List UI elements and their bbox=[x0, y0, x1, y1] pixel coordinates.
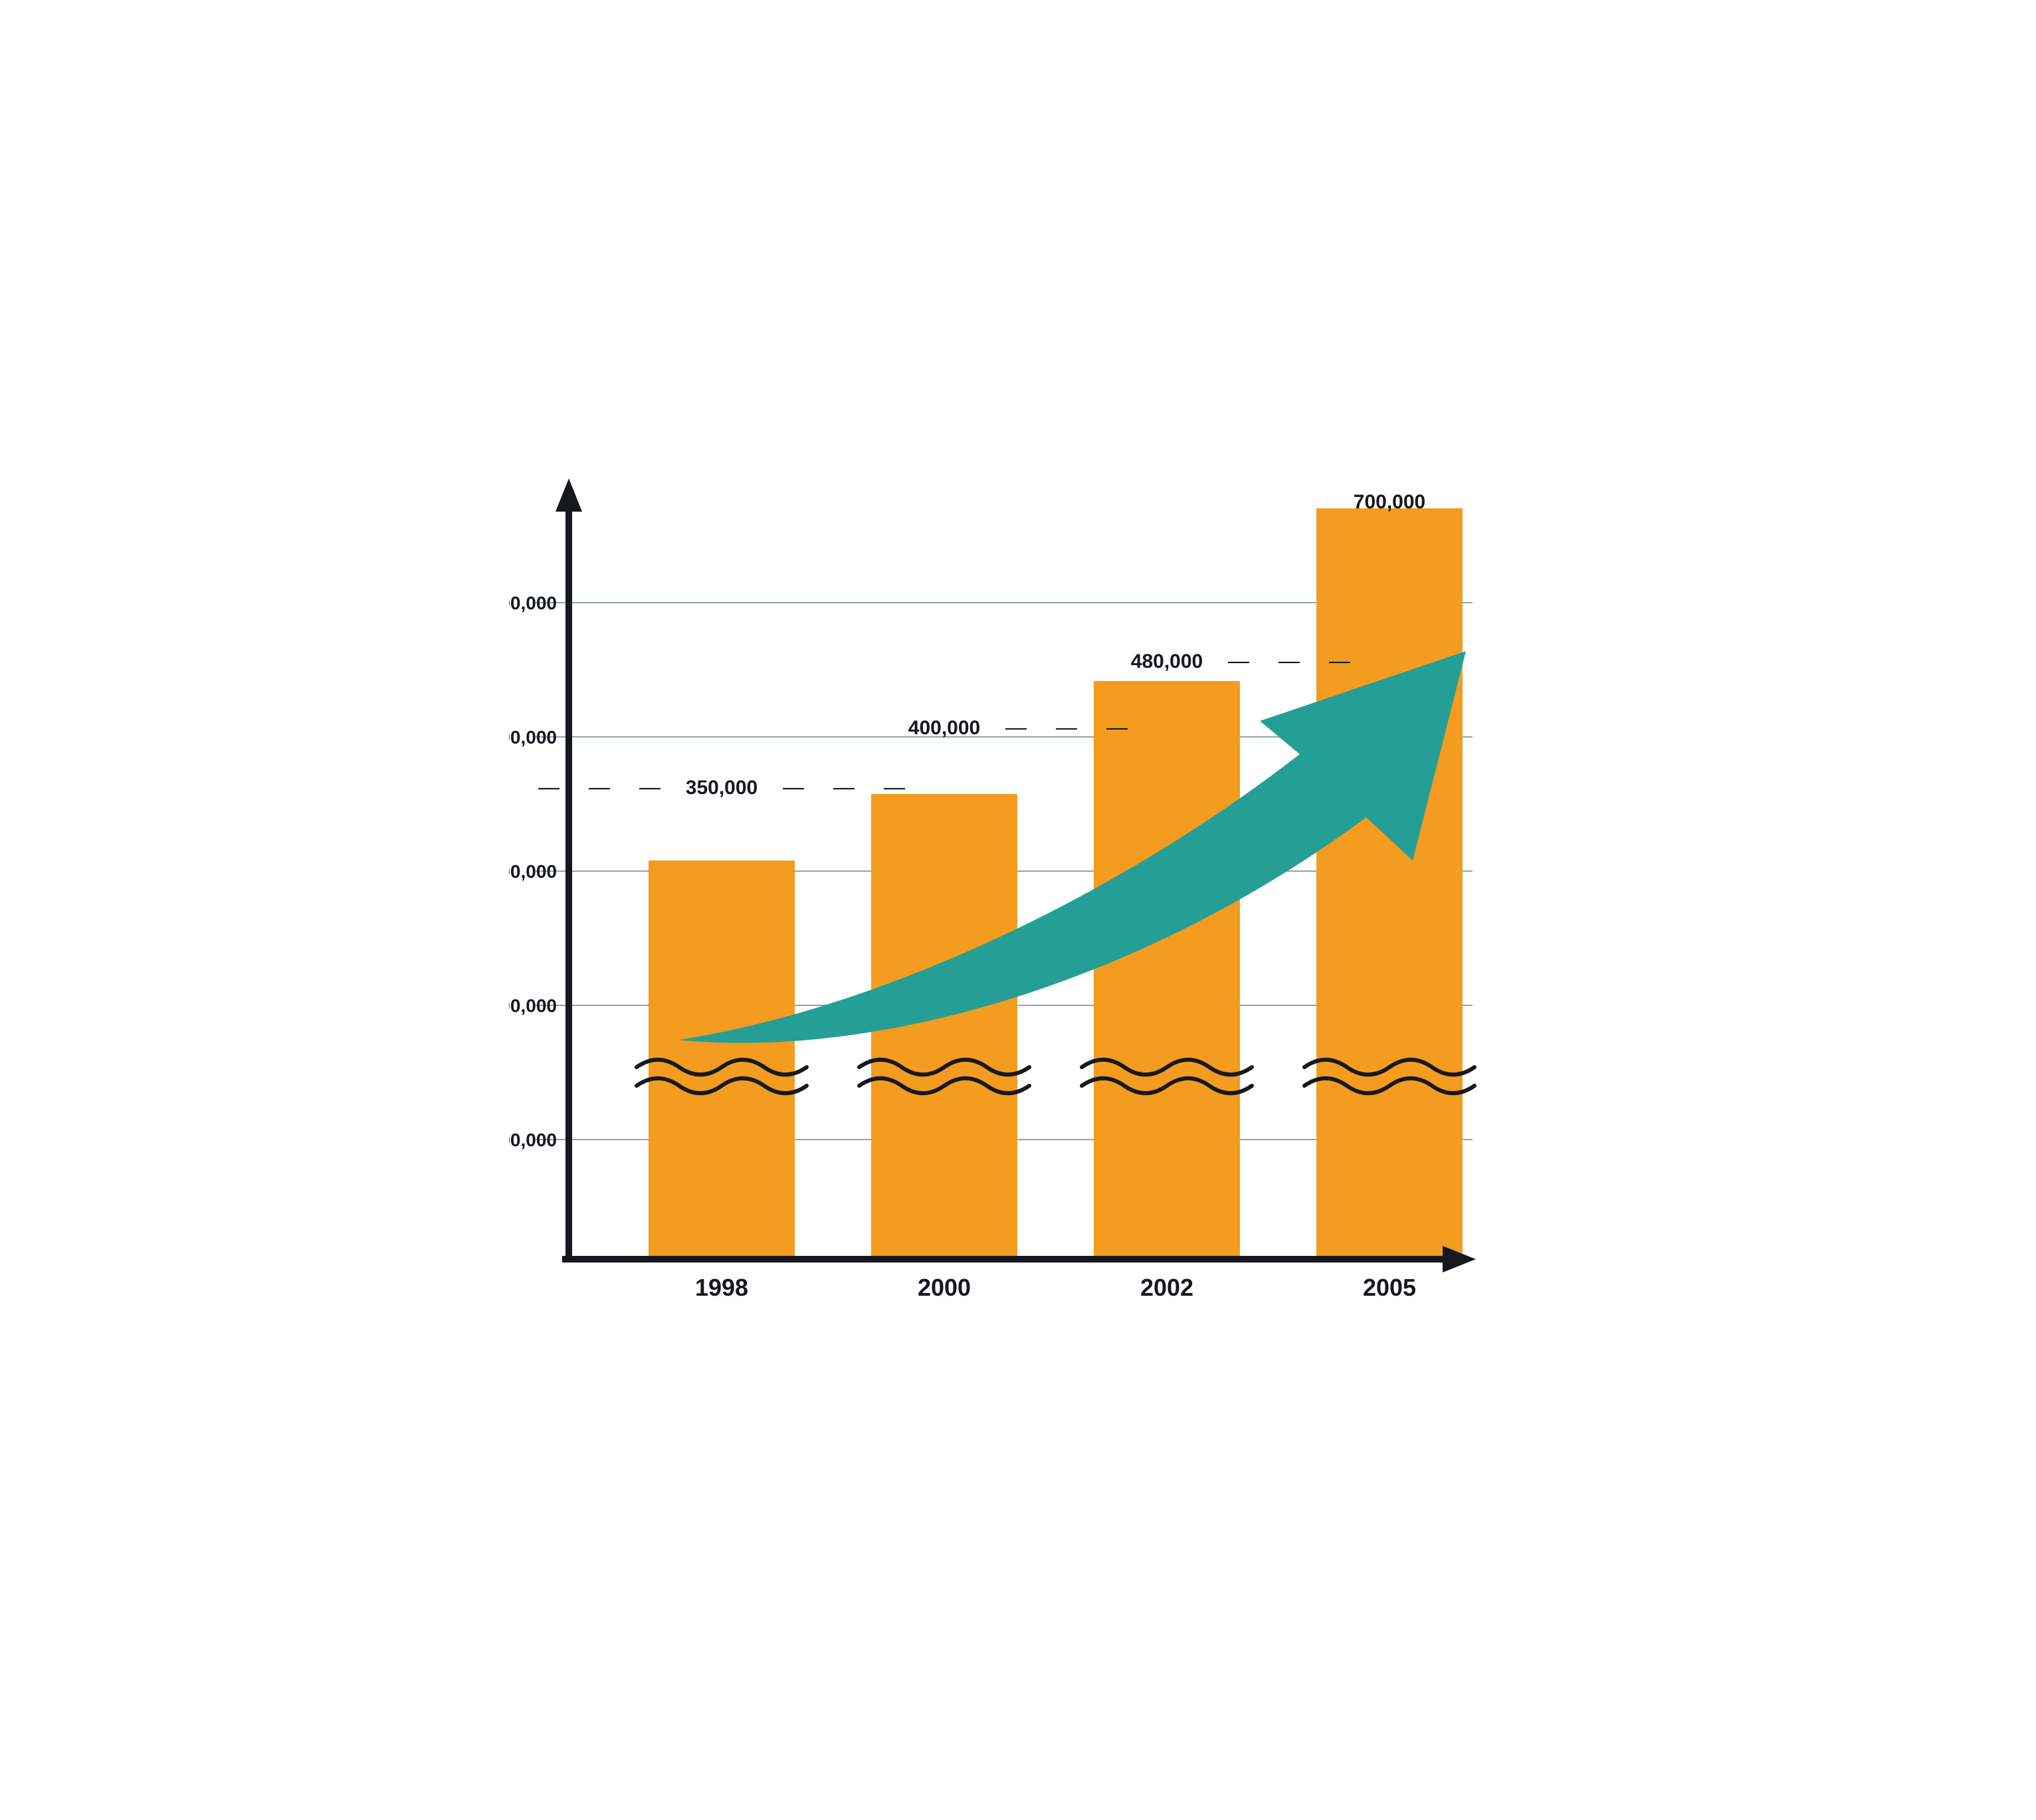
leader-dash: — bbox=[538, 775, 560, 799]
growth-bar-chart: 100,000 200,000 300,000 400,000 500,000 1998 2… bbox=[509, 455, 1527, 1365]
leader-dash: — bbox=[589, 775, 610, 799]
bar-2002 bbox=[1094, 681, 1240, 1259]
y-tick-label: 400,000 bbox=[509, 727, 557, 748]
x-tick-label: 2005 bbox=[1363, 1274, 1416, 1301]
leader-dash: — bbox=[639, 775, 661, 799]
leader-dash: — bbox=[1005, 715, 1027, 739]
leader-dash: — bbox=[783, 775, 804, 799]
bar-value-label: 700,000 bbox=[1354, 491, 1425, 513]
leader-dash: — bbox=[833, 775, 855, 799]
bar-1998 bbox=[649, 860, 795, 1259]
leader-dash: — bbox=[1278, 649, 1300, 672]
y-tick-label: 200,000 bbox=[509, 995, 557, 1016]
y-tick-label: 100,000 bbox=[509, 1130, 557, 1150]
bar-value-label: 480,000 bbox=[1131, 651, 1203, 672]
bar-value-label: 350,000 bbox=[686, 777, 758, 799]
y-axis-arrowhead-icon bbox=[556, 478, 582, 512]
leader-dash: — bbox=[1329, 649, 1350, 672]
leader-dash: — bbox=[1056, 715, 1077, 739]
x-tick-label: 2000 bbox=[918, 1274, 971, 1301]
x-tick-label: 2002 bbox=[1140, 1274, 1193, 1301]
bar-value-label: 400,000 bbox=[908, 717, 980, 739]
leader-dash: — bbox=[1106, 715, 1128, 739]
leader-dash: — bbox=[884, 775, 905, 799]
y-tick-label: 300,000 bbox=[509, 861, 557, 882]
x-tick-label: 1998 bbox=[695, 1274, 748, 1301]
bar-2005 bbox=[1316, 508, 1463, 1259]
leader-dash: — bbox=[1228, 649, 1249, 672]
y-tick-label: 500,000 bbox=[509, 593, 557, 613]
